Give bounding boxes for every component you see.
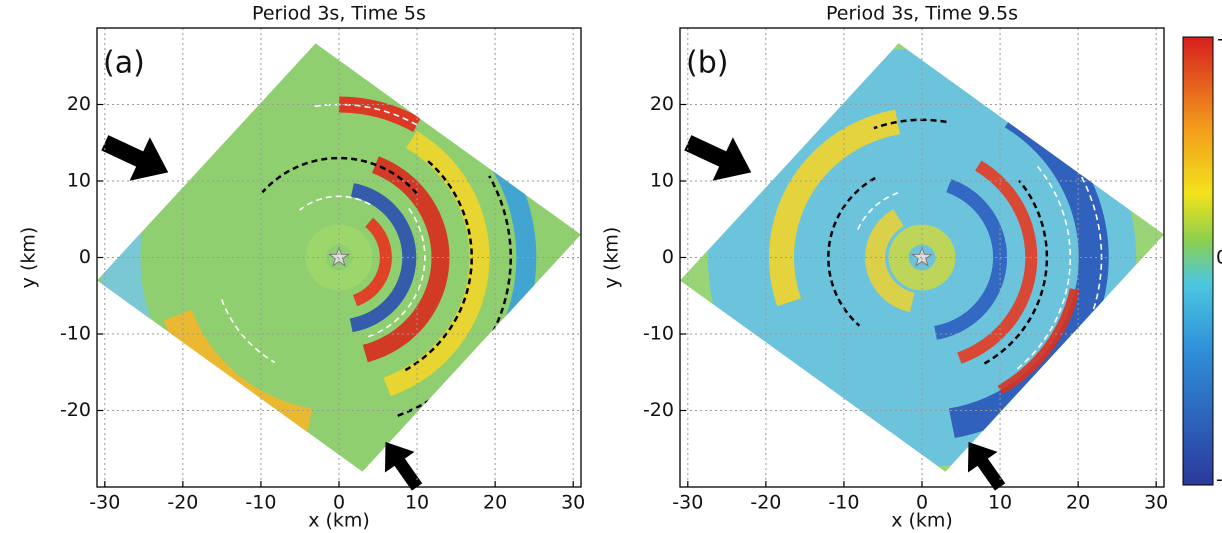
x-axis-label: x (km) xyxy=(891,510,953,532)
field-band xyxy=(305,224,373,291)
y-axis-label: y (km) xyxy=(601,227,623,289)
field-band xyxy=(769,109,901,307)
wavefront xyxy=(368,205,426,338)
field-band xyxy=(349,183,417,333)
y-tick-label: 20 xyxy=(650,93,674,115)
x-tick-label: -10 xyxy=(828,492,859,514)
x-tick-label: -30 xyxy=(89,492,120,514)
y-tick-label: 10 xyxy=(650,170,674,192)
field-band xyxy=(997,288,1080,395)
x-axis-label: x (km) xyxy=(308,510,370,532)
field-band xyxy=(865,209,915,313)
arrow xyxy=(384,441,423,491)
wavefront xyxy=(404,159,473,372)
x-tick-label: 30 xyxy=(1144,492,1168,514)
arrow xyxy=(684,135,752,181)
wavefront xyxy=(983,179,1049,365)
colorbar-max-label: + xyxy=(1216,29,1222,51)
panel-label: (b) xyxy=(686,46,728,81)
x-tick-label: 0 xyxy=(333,492,345,514)
wavefront xyxy=(299,195,371,211)
x-tick-label: 30 xyxy=(561,492,585,514)
wavefront xyxy=(873,118,947,130)
colorbar xyxy=(1182,36,1214,486)
wavefront xyxy=(220,299,276,364)
x-tick-label: -30 xyxy=(672,492,703,514)
arrow xyxy=(967,441,1006,491)
x-tick-label: 20 xyxy=(483,492,507,514)
wavefront xyxy=(1016,163,1072,370)
y-tick-label: 0 xyxy=(662,246,674,268)
plot-frame xyxy=(679,27,1165,488)
x-tick-label: 20 xyxy=(1066,492,1090,514)
field-band xyxy=(362,156,450,363)
y-tick-label: 20 xyxy=(67,93,91,115)
x-tick-label: -10 xyxy=(245,492,276,514)
y-tick-label: 10 xyxy=(67,170,91,192)
field-band xyxy=(888,224,956,291)
panel: -30 -20 -10 0 10 20 30 -20 -10 0 10 20 Period 3s, Ti… xyxy=(601,3,1169,532)
y-tick-label: -20 xyxy=(643,399,674,421)
panel-label: (a) xyxy=(103,46,145,81)
x-tick-label: -20 xyxy=(167,492,198,514)
y-tick-label: -20 xyxy=(60,399,91,421)
plot-frame xyxy=(96,27,582,488)
wavefront xyxy=(314,103,418,126)
x-tick-label: 10 xyxy=(988,492,1012,514)
y-axis-label: y (km) xyxy=(18,227,40,289)
y-tick-label: -10 xyxy=(60,323,91,345)
field-band xyxy=(957,160,1038,364)
y-tick-label: -10 xyxy=(643,323,674,345)
wavefront xyxy=(397,175,512,417)
epicenter-star xyxy=(328,245,350,267)
colorbar-mid-label: 0 xyxy=(1216,247,1222,269)
arrow xyxy=(101,135,169,181)
chart-title: Period 3s, Time 9.5s xyxy=(826,3,1018,25)
y-tick-label: 0 xyxy=(79,246,91,268)
field-band xyxy=(383,130,490,397)
wavefront xyxy=(261,156,418,195)
x-tick-label: 0 xyxy=(916,492,928,514)
x-tick-label: -20 xyxy=(750,492,781,514)
wavefront xyxy=(827,176,876,327)
field-band xyxy=(352,217,392,307)
epicenter-star xyxy=(911,245,933,267)
chart-title: Period 3s, Time 5s xyxy=(252,3,426,25)
colorbar-min-label: - xyxy=(1216,469,1222,491)
panel: -30 -20 -10 0 10 20 30 -20 -10 0 10 20 Period 3s, Ti… xyxy=(18,3,586,532)
x-tick-label: 10 xyxy=(405,492,429,514)
